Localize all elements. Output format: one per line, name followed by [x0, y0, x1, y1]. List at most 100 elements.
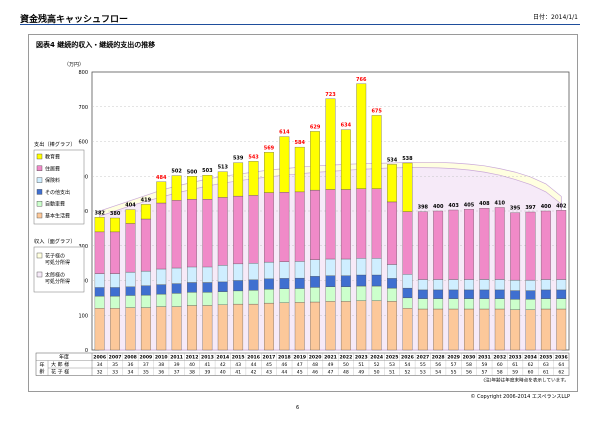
- bar-total-label: 400: [433, 204, 444, 210]
- x-tick-label: 2033: [509, 355, 522, 361]
- page-date: 日付：2014/1/1: [533, 14, 578, 21]
- bar-insurance: [371, 258, 382, 276]
- bar-insurance: [510, 280, 521, 291]
- age-taro-cell: 62: [528, 362, 534, 368]
- bar-other: [525, 290, 536, 300]
- bar-living: [156, 306, 167, 351]
- legend-swatch-residence: [36, 165, 43, 172]
- bar-living: [94, 308, 105, 351]
- bar-other: [110, 287, 120, 297]
- age-hanako-cell: 47: [328, 370, 334, 376]
- bar-living: [371, 300, 382, 351]
- bar-vehicle: [402, 297, 413, 309]
- bar-living: [479, 308, 490, 351]
- bar-education: [125, 209, 136, 224]
- age-taro-cell: 50: [343, 362, 349, 368]
- bar-insurance: [217, 265, 228, 283]
- bar-other: [279, 278, 290, 289]
- bar-total-label: 403: [448, 203, 459, 209]
- x-tick-label: 2010: [155, 355, 168, 361]
- bar-total-label: 395: [510, 206, 521, 212]
- bar-education: [387, 164, 397, 203]
- bar-vehicle: [125, 295, 136, 308]
- legend-label-income1: 花子様の: [45, 253, 65, 260]
- bar-other: [248, 279, 259, 291]
- bar-insurance: [310, 259, 320, 277]
- age-taro-cell: 44: [251, 362, 257, 368]
- bar-residence: [279, 192, 290, 262]
- bar-vehicle: [202, 292, 213, 306]
- bar-residence: [325, 189, 336, 260]
- bar-other: [171, 283, 182, 294]
- age-taro-cell: 61: [512, 362, 518, 368]
- age-hanako-cell: 34: [128, 370, 134, 376]
- bar-vehicle: [387, 287, 397, 302]
- bar-insurance: [402, 274, 413, 289]
- age-hanako-cell: 51: [389, 370, 395, 376]
- x-tick-label: 2018: [278, 355, 291, 361]
- bar-education: [279, 136, 290, 193]
- bar-education: [325, 98, 336, 190]
- bar-living: [310, 301, 320, 351]
- bar-other: [356, 274, 367, 287]
- age-taro-cell: 64: [558, 362, 564, 368]
- age-taro-cell: 53: [389, 362, 395, 368]
- bar-insurance: [202, 266, 213, 283]
- bar-residence: [94, 231, 105, 274]
- legend-swatch-living: [36, 212, 43, 219]
- bar-vehicle: [510, 299, 521, 310]
- bar-other: [264, 278, 274, 290]
- age-hanako-cell: 42: [251, 370, 257, 376]
- table-age-label: 年: [39, 362, 44, 369]
- age-taro-cell: 57: [451, 362, 457, 368]
- x-tick-label: 2029: [447, 355, 460, 361]
- legend-label-education: 教育費: [45, 154, 60, 161]
- bar-living: [264, 302, 274, 351]
- x-tick-label: 2014: [216, 355, 229, 361]
- age-taro-cell: 49: [328, 362, 334, 368]
- bar-vehicle: [294, 288, 305, 303]
- bar-residence: [340, 189, 351, 260]
- bar-other: [340, 275, 351, 287]
- bar-living: [556, 308, 567, 351]
- bar-education: [171, 175, 182, 201]
- bar-other: [494, 289, 505, 299]
- page-title: 資金残高キャッシュフロー: [20, 15, 129, 25]
- bar-education: [248, 161, 259, 196]
- bar-other: [233, 280, 244, 292]
- legend-label-other: その他支出: [45, 189, 70, 196]
- age-taro-cell: 63: [543, 362, 549, 368]
- bar-residence: [294, 191, 305, 262]
- bar-vehicle: [556, 298, 567, 310]
- age-hanako-cell: 58: [497, 370, 503, 376]
- age-hanako-cell: 49: [358, 370, 364, 376]
- bar-education: [187, 176, 197, 200]
- bar-residence: [110, 231, 120, 274]
- x-tick-label: 2011: [170, 355, 183, 361]
- bar-living: [433, 308, 444, 351]
- header-divider: [20, 24, 580, 25]
- bar-vehicle: [494, 298, 505, 310]
- bar-living: [110, 308, 120, 351]
- bar-vehicle: [140, 294, 151, 308]
- legend-label-living: 基本生活費: [45, 213, 70, 220]
- bar-living: [233, 303, 244, 351]
- x-tick-label: 2007: [109, 355, 122, 361]
- bar-vehicle: [110, 295, 120, 309]
- age-hanako-cell: 54: [435, 370, 441, 376]
- age-taro-cell: 59: [481, 362, 487, 368]
- bar-total-label: 400: [541, 204, 552, 210]
- age-taro-cell: 42: [220, 362, 226, 368]
- age-taro-cell: 39: [174, 362, 180, 368]
- bar-residence: [417, 211, 428, 280]
- bar-total-label: 629: [310, 124, 321, 130]
- chart-title: 図表4 継続的収入・継続的支出の推移: [36, 41, 156, 49]
- bar-education: [156, 181, 167, 204]
- age-hanako-cell: 56: [466, 370, 472, 376]
- bar-total-label: 503: [202, 168, 213, 174]
- legend-label-vehicle: 自動車費: [45, 201, 65, 208]
- age-taro-cell: 55: [420, 362, 426, 368]
- x-tick-label: 2028: [432, 355, 445, 361]
- bar-total-label: 569: [264, 145, 275, 151]
- bar-other: [294, 277, 305, 289]
